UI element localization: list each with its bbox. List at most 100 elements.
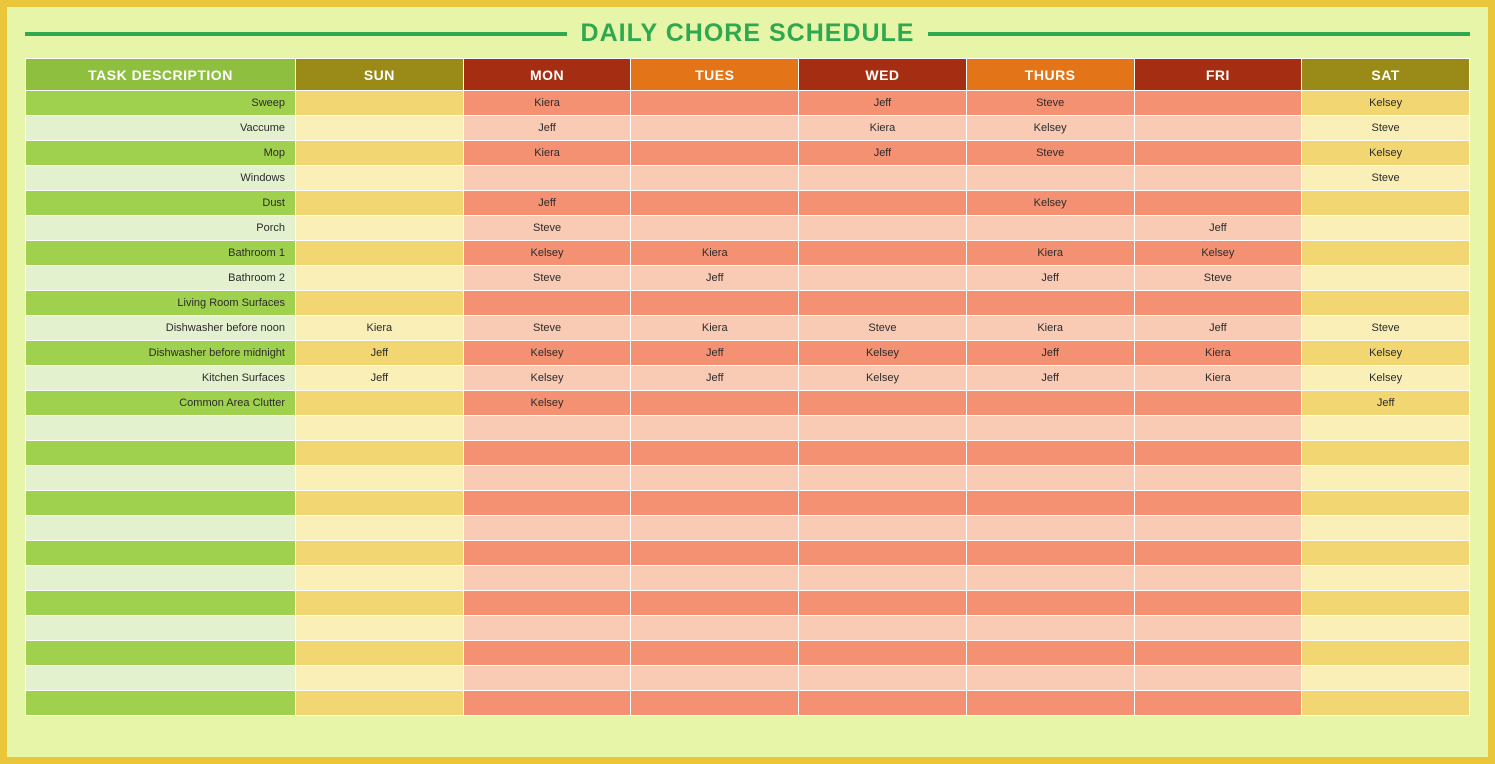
cell-sat[interactable] (1302, 641, 1470, 666)
cell-tues[interactable] (631, 91, 799, 116)
cell-thurs[interactable]: Steve (966, 141, 1134, 166)
cell-wed[interactable] (799, 166, 967, 191)
cell-mon[interactable] (463, 516, 631, 541)
cell-mon[interactable] (463, 641, 631, 666)
cell-sun[interactable] (296, 291, 464, 316)
cell-sat[interactable] (1302, 191, 1470, 216)
cell-sat[interactable]: Kelsey (1302, 341, 1470, 366)
task-cell[interactable]: Living Room Surfaces (26, 291, 296, 316)
cell-sat[interactable]: Steve (1302, 116, 1470, 141)
cell-sat[interactable] (1302, 216, 1470, 241)
cell-thurs[interactable]: Steve (966, 91, 1134, 116)
task-cell[interactable]: Dishwasher before noon (26, 316, 296, 341)
cell-tues[interactable] (631, 491, 799, 516)
cell-sat[interactable]: Steve (1302, 166, 1470, 191)
cell-wed[interactable] (799, 441, 967, 466)
cell-fri[interactable] (1134, 466, 1302, 491)
cell-sun[interactable] (296, 516, 464, 541)
cell-tues[interactable]: Jeff (631, 341, 799, 366)
cell-tues[interactable] (631, 641, 799, 666)
cell-thurs[interactable] (966, 666, 1134, 691)
cell-mon[interactable]: Steve (463, 216, 631, 241)
task-cell[interactable] (26, 616, 296, 641)
cell-wed[interactable]: Steve (799, 316, 967, 341)
cell-sun[interactable] (296, 391, 464, 416)
cell-mon[interactable] (463, 666, 631, 691)
task-cell[interactable]: Bathroom 1 (26, 241, 296, 266)
cell-tues[interactable]: Jeff (631, 266, 799, 291)
cell-sat[interactable] (1302, 541, 1470, 566)
cell-mon[interactable]: Kelsey (463, 241, 631, 266)
cell-tues[interactable] (631, 216, 799, 241)
cell-thurs[interactable] (966, 441, 1134, 466)
task-cell[interactable]: Porch (26, 216, 296, 241)
cell-wed[interactable] (799, 291, 967, 316)
cell-sat[interactable]: Kelsey (1302, 91, 1470, 116)
cell-sun[interactable] (296, 91, 464, 116)
cell-mon[interactable]: Steve (463, 316, 631, 341)
cell-sun[interactable] (296, 666, 464, 691)
cell-tues[interactable] (631, 541, 799, 566)
cell-wed[interactable] (799, 491, 967, 516)
cell-fri[interactable] (1134, 516, 1302, 541)
task-cell[interactable]: Sweep (26, 91, 296, 116)
cell-thurs[interactable]: Kelsey (966, 191, 1134, 216)
cell-thurs[interactable]: Jeff (966, 341, 1134, 366)
cell-sun[interactable]: Jeff (296, 366, 464, 391)
cell-mon[interactable] (463, 441, 631, 466)
cell-fri[interactable] (1134, 616, 1302, 641)
cell-wed[interactable] (799, 666, 967, 691)
cell-wed[interactable] (799, 416, 967, 441)
task-cell[interactable]: Windows (26, 166, 296, 191)
cell-tues[interactable] (631, 591, 799, 616)
cell-sun[interactable] (296, 641, 464, 666)
cell-sat[interactable]: Kelsey (1302, 366, 1470, 391)
cell-sun[interactable] (296, 691, 464, 716)
cell-tues[interactable]: Kiera (631, 241, 799, 266)
cell-mon[interactable] (463, 466, 631, 491)
cell-mon[interactable]: Kiera (463, 141, 631, 166)
cell-mon[interactable] (463, 166, 631, 191)
task-cell[interactable] (26, 441, 296, 466)
cell-sat[interactable] (1302, 491, 1470, 516)
cell-sun[interactable] (296, 191, 464, 216)
cell-thurs[interactable] (966, 591, 1134, 616)
task-cell[interactable]: Mop (26, 141, 296, 166)
cell-fri[interactable] (1134, 691, 1302, 716)
cell-sun[interactable] (296, 616, 464, 641)
cell-mon[interactable] (463, 616, 631, 641)
task-cell[interactable]: Common Area Clutter (26, 391, 296, 416)
cell-wed[interactable] (799, 641, 967, 666)
cell-tues[interactable] (631, 566, 799, 591)
cell-wed[interactable] (799, 241, 967, 266)
cell-fri[interactable] (1134, 641, 1302, 666)
cell-fri[interactable]: Jeff (1134, 216, 1302, 241)
cell-sun[interactable] (296, 141, 464, 166)
cell-sat[interactable] (1302, 691, 1470, 716)
cell-sun[interactable] (296, 241, 464, 266)
cell-fri[interactable] (1134, 391, 1302, 416)
cell-tues[interactable] (631, 391, 799, 416)
cell-fri[interactable] (1134, 441, 1302, 466)
cell-thurs[interactable] (966, 391, 1134, 416)
cell-wed[interactable] (799, 566, 967, 591)
task-cell[interactable]: Dishwasher before midnight (26, 341, 296, 366)
task-cell[interactable] (26, 491, 296, 516)
cell-mon[interactable]: Steve (463, 266, 631, 291)
cell-thurs[interactable]: Kelsey (966, 116, 1134, 141)
cell-fri[interactable] (1134, 666, 1302, 691)
task-cell[interactable] (26, 666, 296, 691)
cell-wed[interactable] (799, 516, 967, 541)
cell-mon[interactable]: Kiera (463, 91, 631, 116)
task-cell[interactable] (26, 591, 296, 616)
task-cell[interactable] (26, 691, 296, 716)
cell-sat[interactable] (1302, 441, 1470, 466)
cell-wed[interactable] (799, 466, 967, 491)
cell-wed[interactable] (799, 216, 967, 241)
cell-thurs[interactable] (966, 416, 1134, 441)
cell-sun[interactable]: Jeff (296, 341, 464, 366)
task-cell[interactable] (26, 516, 296, 541)
cell-thurs[interactable]: Kiera (966, 316, 1134, 341)
cell-sat[interactable]: Jeff (1302, 391, 1470, 416)
cell-sat[interactable] (1302, 616, 1470, 641)
